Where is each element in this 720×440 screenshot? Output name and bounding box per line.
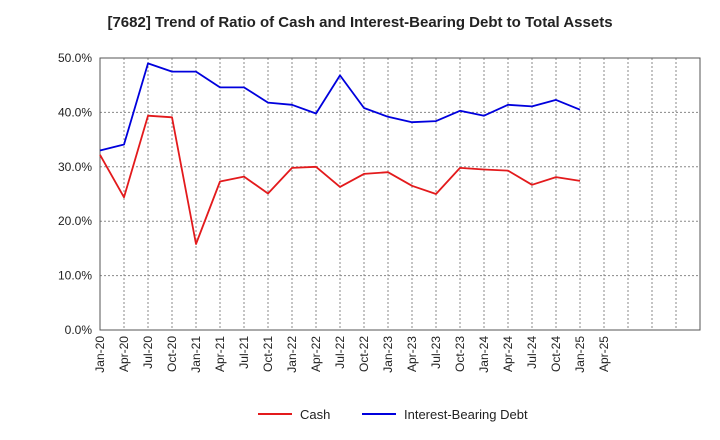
legend-label-interest-bearing-debt: Interest-Bearing Debt (404, 407, 528, 422)
x-tick-label: Jan-24 (477, 336, 491, 373)
x-tick-label: Jan-22 (285, 336, 299, 373)
legend-label-cash: Cash (300, 407, 330, 422)
x-tick-label: Jan-21 (189, 336, 203, 373)
cash-line (99, 114, 581, 245)
x-tick-label: Apr-25 (597, 336, 611, 372)
x-tick-label: Oct-24 (549, 336, 563, 372)
x-tick-label: Apr-20 (117, 336, 131, 372)
plot-frame (99, 57, 701, 331)
y-tick-label: 20.0% (58, 214, 92, 228)
x-tick-label: Oct-21 (261, 336, 275, 372)
x-tick-label: Jan-20 (93, 336, 107, 373)
y-tick-label: 10.0% (58, 269, 92, 283)
x-tick-label: Oct-22 (357, 336, 371, 372)
x-tick-label: Jul-20 (141, 336, 155, 369)
x-tick-label: Jul-21 (237, 336, 251, 369)
x-tick-label: Apr-23 (405, 336, 419, 372)
x-tick-label: Jan-25 (573, 336, 587, 373)
y-tick-label: 30.0% (58, 160, 92, 174)
y-tick-label: 40.0% (58, 105, 92, 119)
x-tick-label: Oct-23 (453, 336, 467, 372)
interest-bearing-debt-line (99, 62, 581, 152)
x-tick-label: Apr-24 (501, 336, 515, 372)
x-tick-label: Oct-20 (165, 336, 179, 372)
chart-title: [7682] Trend of Ratio of Cash and Intere… (107, 14, 613, 31)
y-tick-label: 50.0% (58, 51, 92, 65)
x-tick-label: Jul-24 (525, 336, 539, 369)
x-tick-label: Apr-21 (213, 336, 227, 372)
x-tick-label: Apr-22 (309, 336, 323, 372)
x-tick-label: Jan-23 (381, 336, 395, 373)
x-tick-label: Jul-22 (333, 336, 347, 369)
x-tick-label: Jul-23 (429, 336, 443, 369)
y-tick-label: 0.0% (65, 323, 93, 337)
